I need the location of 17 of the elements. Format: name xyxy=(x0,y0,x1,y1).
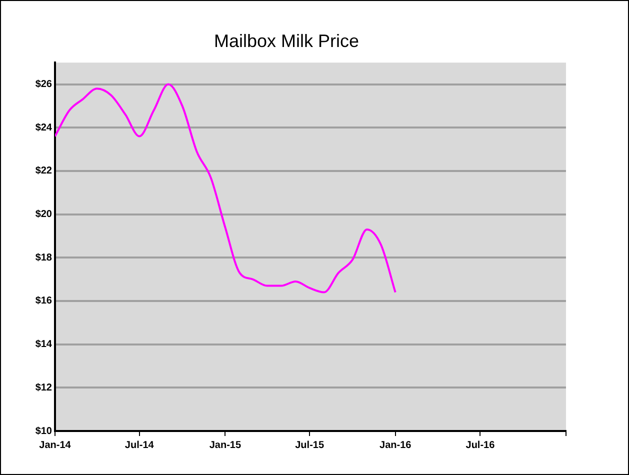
y-tick-label: $22 xyxy=(35,166,52,177)
line-series xyxy=(55,83,396,294)
x-tick-label: Jul-14 xyxy=(124,440,154,451)
x-tick-label: Jan-15 xyxy=(209,440,242,451)
y-tick-label: $16 xyxy=(35,296,52,307)
y-tick-label: $18 xyxy=(35,252,52,264)
x-tick-label: Jul-16 xyxy=(466,440,496,451)
x-tick-label: Jan-16 xyxy=(380,440,412,451)
chart-title: Mailbox Milk Price xyxy=(214,30,360,51)
x-tick-label: Jul-15 xyxy=(295,440,324,451)
y-tick-label: $10 xyxy=(35,426,52,437)
x-tick-label: Jan-14 xyxy=(39,440,72,451)
y-tick-label: $14 xyxy=(35,339,52,350)
y-tick-label: $26 xyxy=(35,79,52,90)
y-tick-label: $12 xyxy=(35,382,52,394)
y-tick-label: $24 xyxy=(35,122,52,134)
y-tick-label: $20 xyxy=(35,209,52,220)
